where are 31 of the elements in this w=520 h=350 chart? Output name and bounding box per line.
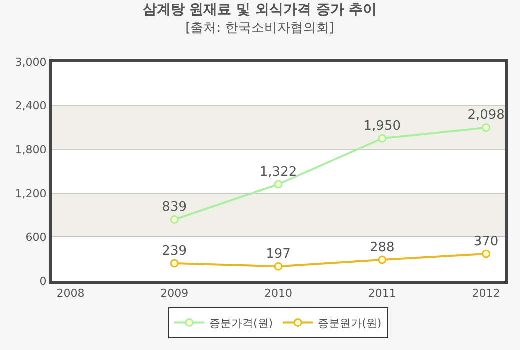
legend-label: 증분가격(원) [210, 317, 274, 330]
point [170, 259, 179, 268]
point [482, 124, 491, 132]
data-label: 2,098 [468, 108, 505, 124]
x-tick-label: 2011 [368, 287, 396, 300]
x-tick-label: 2009 [160, 287, 189, 300]
x-tick-label: 2008 [56, 287, 85, 300]
point [170, 216, 179, 224]
point [378, 134, 387, 143]
y-tick-label: 3,000 [15, 56, 47, 69]
chart-title: 삼계탕 원재료 및 외식가격 증가 추이 [142, 2, 378, 18]
y-tick-label: 1,200 [15, 187, 47, 200]
data-label: 370 [474, 234, 499, 250]
point [274, 262, 283, 271]
x-tick-label: 2012 [472, 287, 500, 300]
point [378, 256, 387, 264]
point [274, 180, 283, 189]
data-label: 1,322 [260, 164, 298, 180]
y-tick-label: 0 [40, 274, 47, 288]
data-label: 839 [162, 200, 188, 216]
data-label: 239 [162, 244, 188, 259]
y-tick-label: 600 [26, 231, 47, 244]
y-tick-label: 2,400 [15, 100, 47, 113]
x-tick-label: 2010 [264, 287, 292, 300]
data-label: 1,950 [364, 119, 402, 134]
point [482, 250, 491, 258]
data-label: 288 [370, 240, 395, 256]
y-tick-label: 1,800 [15, 143, 47, 156]
chart-subtitle: [출처: 한국소비자협의회] [186, 21, 334, 36]
data-label: 197 [266, 246, 291, 262]
legend-label: 증분원가(원) [318, 317, 382, 330]
